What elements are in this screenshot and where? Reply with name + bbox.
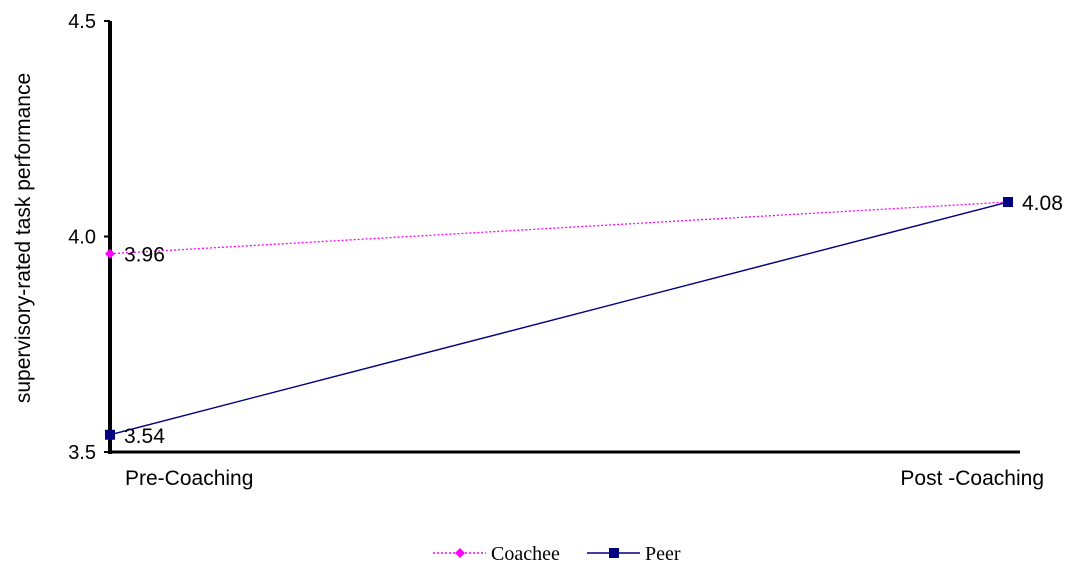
y-tick-label: 3.5 xyxy=(68,442,96,464)
x-category-labels: Pre-Coaching Post -Coaching xyxy=(125,467,1044,490)
y-axis-label: supervisory-rated task performance xyxy=(12,73,35,403)
data-labels: 3.96 3.54 4.08 xyxy=(124,192,1063,448)
chart-axes xyxy=(108,21,1020,454)
point-coachee xyxy=(105,248,115,259)
x-category-label: Post -Coaching xyxy=(900,467,1044,490)
chart-legend: Coachee Peer xyxy=(433,543,681,565)
legend-item-coachee: Coachee xyxy=(433,543,560,565)
series-markers xyxy=(105,197,1013,440)
data-label-peer: 3.54 xyxy=(124,425,165,448)
point-peer xyxy=(1003,197,1013,208)
y-tick-labels: 3.5 4.0 4.5 xyxy=(68,11,110,464)
series-line-peer xyxy=(109,201,1009,436)
legend-item-peer: Peer xyxy=(587,543,681,565)
point-peer xyxy=(105,429,115,440)
data-label-peer: 4.08 xyxy=(1022,192,1063,215)
series-lines xyxy=(109,201,1009,436)
data-label-coachee: 3.96 xyxy=(124,244,165,267)
legend-marker xyxy=(455,548,465,558)
legend-marker xyxy=(609,548,619,558)
x-category-label: Pre-Coaching xyxy=(125,467,253,490)
legend-label: Coachee xyxy=(491,543,560,565)
series-line-coachee xyxy=(109,201,1009,255)
y-tick-label: 4.0 xyxy=(68,227,96,249)
y-tick-label: 4.5 xyxy=(68,11,96,33)
legend-label: Peer xyxy=(645,543,681,565)
